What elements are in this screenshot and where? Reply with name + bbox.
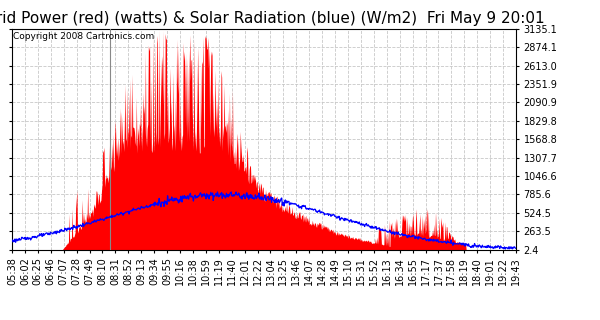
Text: Copyright 2008 Cartronics.com: Copyright 2008 Cartronics.com (13, 32, 154, 41)
Title: Grid Power (red) (watts) & Solar Radiation (blue) (W/m2)  Fri May 9 20:01: Grid Power (red) (watts) & Solar Radiati… (0, 11, 544, 26)
